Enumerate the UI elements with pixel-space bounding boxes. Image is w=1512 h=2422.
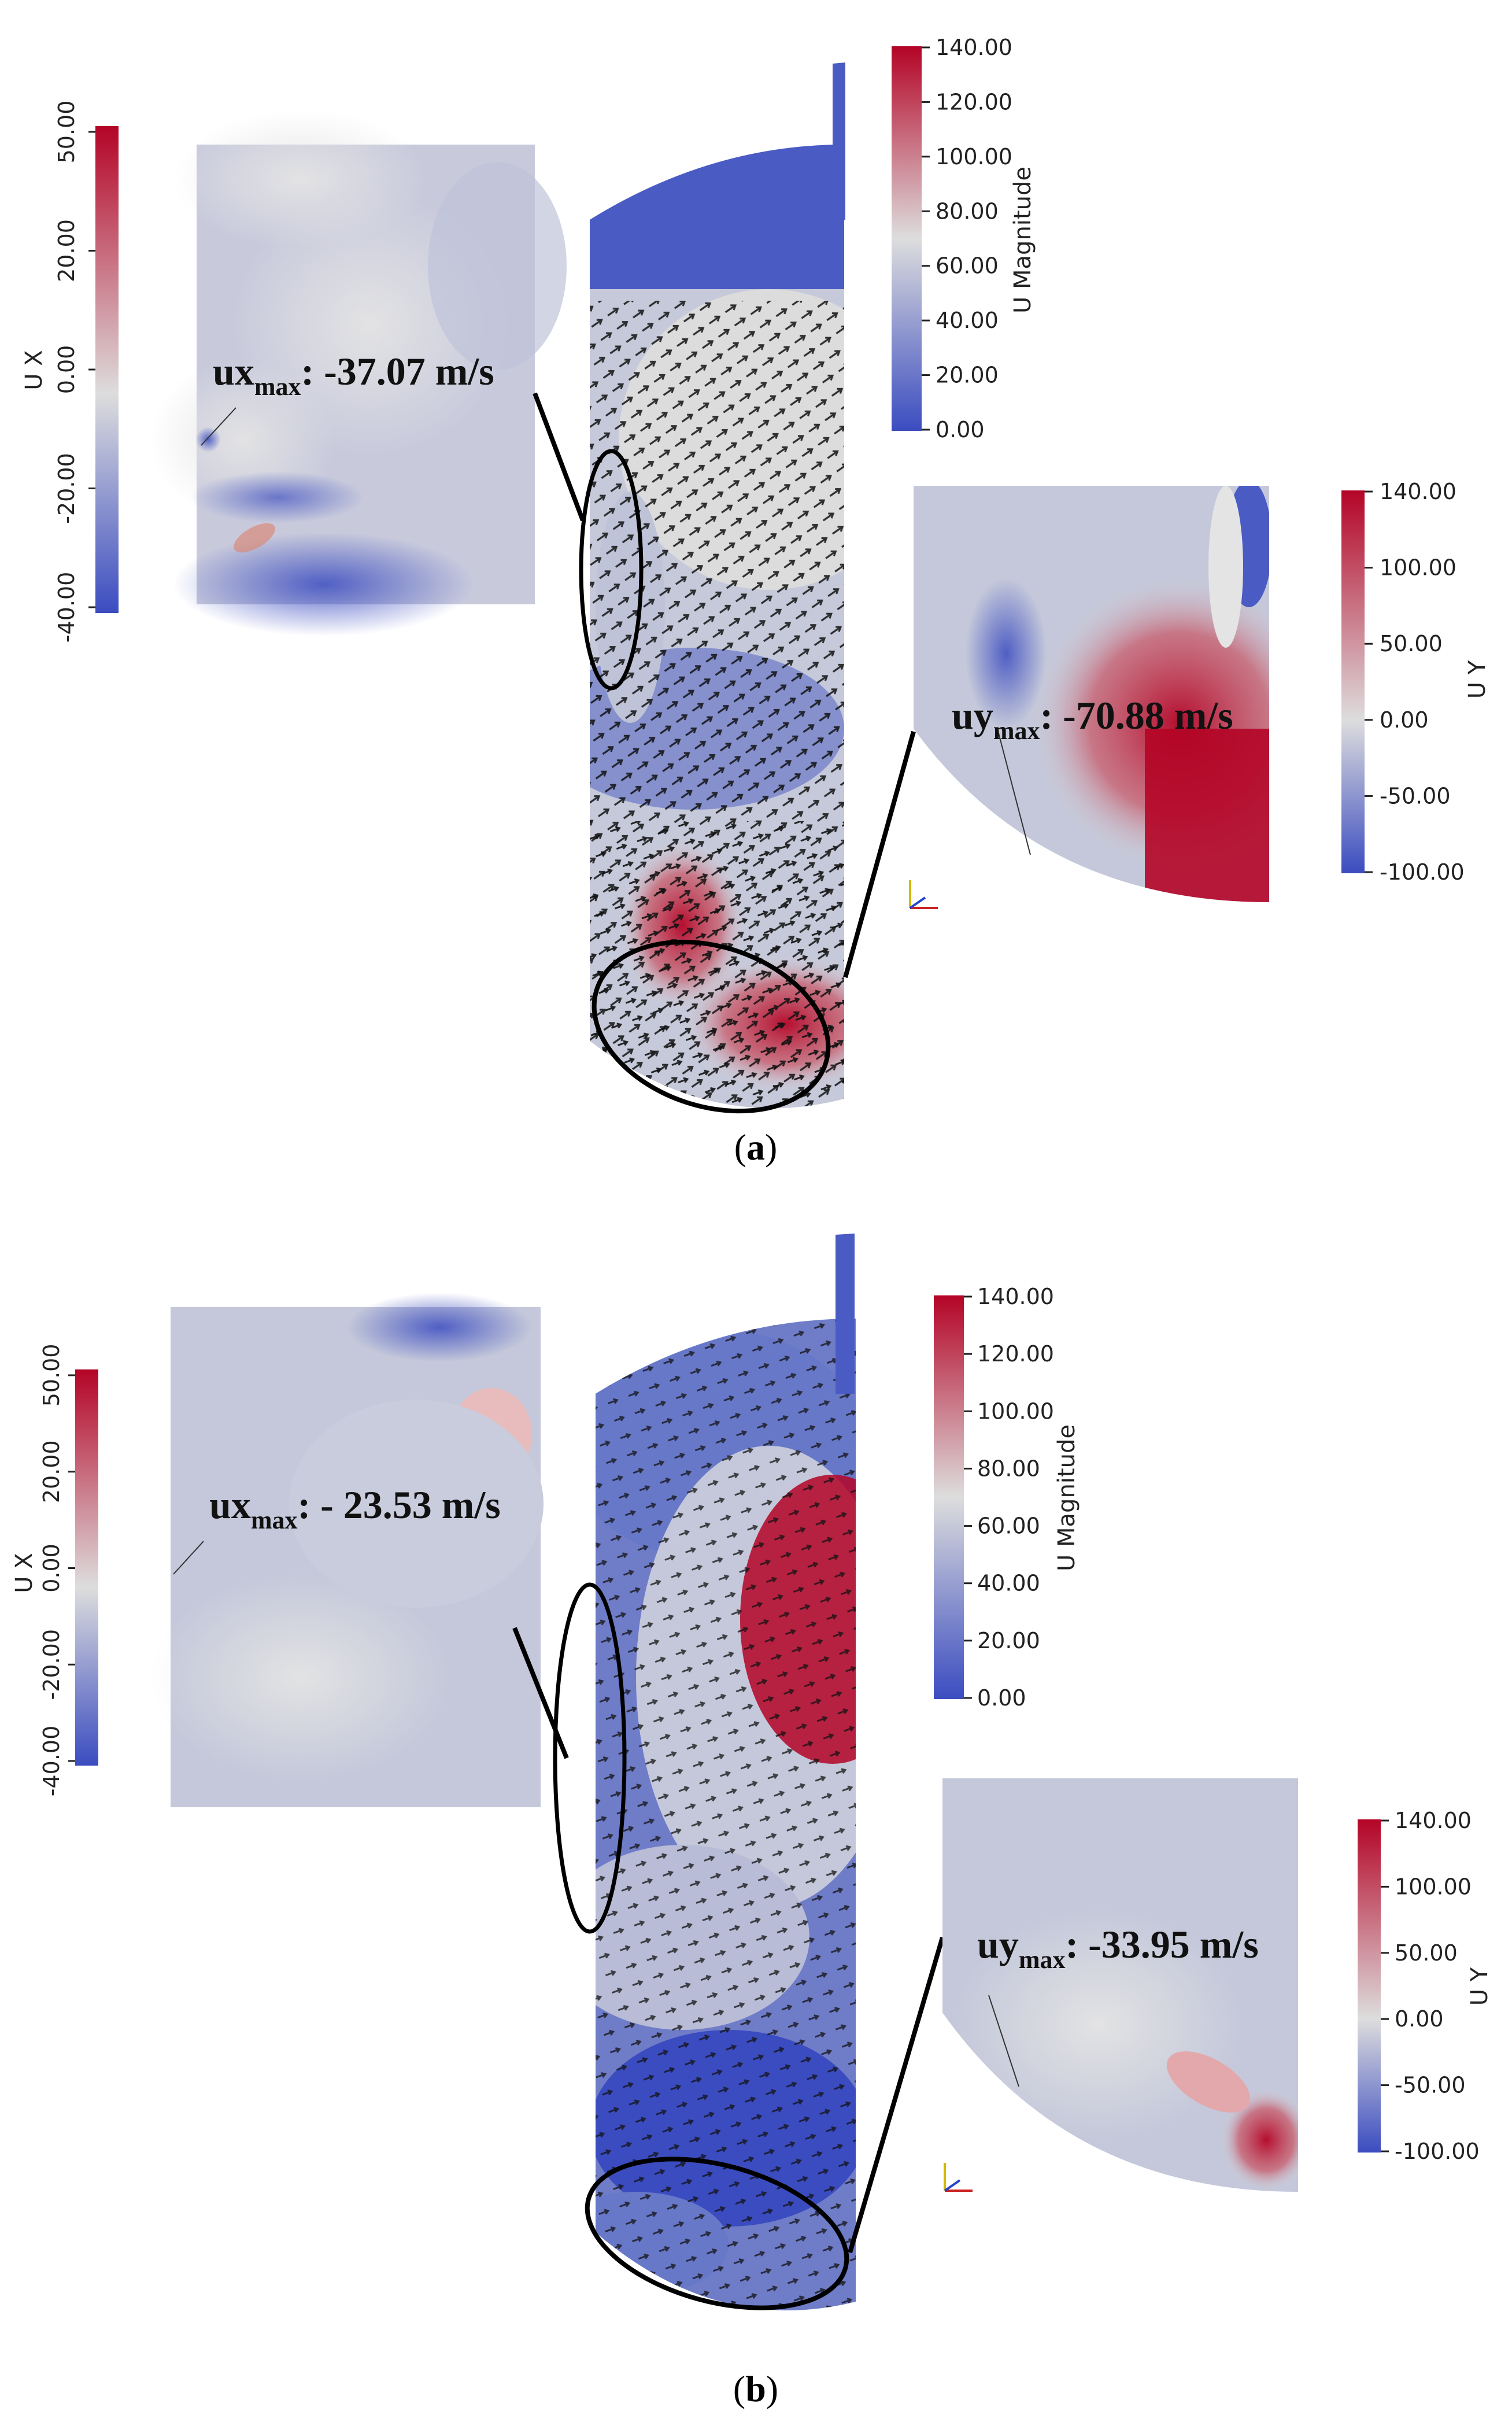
uy-colorbar-a-ticks: 140.00 100.00 50.00 0.00 -50.00 -100.00 (1365, 479, 1465, 885)
colorbar-tick-label: 0.00 (1395, 2006, 1444, 2032)
uy-annotation-b-value: : -33.95 m/s (1065, 1922, 1258, 1966)
uy-annotation-a-sub: max (993, 717, 1040, 745)
uy-colorbar-b-title: U Y (1466, 1967, 1493, 2006)
colorbar-tick-label: 50.00 (1380, 631, 1443, 656)
colorbar-tick-label: -100.00 (1380, 859, 1465, 885)
uy-colorbar-a-title: U Y (1464, 660, 1491, 699)
ux-colorbar-a-title: U X (21, 350, 47, 390)
colorbar-tick-label: -20.00 (54, 453, 79, 524)
ux-colorbar-a-gradient (95, 126, 119, 613)
umag-colorbar-a: 140.00 120.00 100.00 80.00 60.00 40.00 20.00 0.… (892, 35, 1036, 442)
colorbar-tick-label: 100.00 (1380, 555, 1456, 581)
colorbar-tick-label: 0.00 (54, 345, 79, 394)
uy-annotation-b-sub: max (1019, 1945, 1066, 1974)
colorbar-tick-label: 0.00 (39, 1544, 64, 1593)
umag-colorbar-a-ticks: 140.00 120.00 100.00 80.00 60.00 40.00 20.00 0.… (922, 35, 1012, 442)
connector-ux-a (533, 392, 585, 522)
colorbar-tick-label: 0.00 (936, 417, 985, 442)
velocity-field-cylinder-a (579, 62, 845, 1114)
umag-colorbar-a-title: U Magnitude (1010, 167, 1036, 313)
colorbar-tick-label: 40.00 (936, 308, 999, 333)
uy-annotation-a-value: : -70.88 m/s (1040, 693, 1233, 737)
umag-colorbar-a-gradient (892, 46, 922, 431)
ux-annotation-b-sub: max (251, 1506, 298, 1534)
uy-colorbar-a: 140.00 100.00 50.00 0.00 -50.00 -100.00 U Y (1341, 479, 1491, 885)
ux-annotation-b-main: ux (209, 1483, 251, 1527)
colorbar-tick-label: 40.00 (977, 1571, 1040, 1596)
uy-zoom-inset-b (942, 1778, 1298, 2192)
colorbar-tick-label: -50.00 (1395, 2073, 1466, 2098)
uy-colorbar-a-gradient (1341, 490, 1365, 873)
ux-colorbar-b-gradient (75, 1369, 98, 1766)
umag-colorbar-b: 140.00 120.00 100.00 80.00 60.00 40.00 20.00 0.… (934, 1284, 1080, 1711)
connector-uy-b (848, 1936, 945, 2254)
axes-triad-icon (944, 2163, 973, 2192)
caption-a: (a) (734, 1127, 778, 1168)
ux-annotation-b: uxmax: - 23.53 m/s (209, 1483, 501, 1534)
colorbar-tick-label: 80.00 (977, 1456, 1040, 1481)
velocity-field-cylinder-b (553, 1234, 856, 2310)
colorbar-tick-label: -40.00 (54, 572, 79, 643)
svg-text:uymax: -33.95 m/s: uymax: -33.95 m/s (977, 1922, 1259, 1974)
colorbar-tick-label: 100.00 (977, 1398, 1054, 1424)
colorbar-tick-label: 20.00 (977, 1628, 1040, 1653)
ux-annotation-a: uxmax: -37.07 m/s (213, 349, 494, 401)
colorbar-tick-label: 60.00 (977, 1513, 1040, 1539)
uy-annotation-b-main: uy (977, 1922, 1019, 1966)
colorbar-tick-label: -100.00 (1395, 2139, 1480, 2164)
colorbar-tick-label: 50.00 (1395, 1940, 1458, 1966)
ux-colorbar-a-ticks: 50.00 20.00 0.00 -20.00 -40.00 (54, 101, 95, 643)
colorbar-tick-label: 80.00 (936, 198, 999, 224)
colorbar-tick-label: 20.00 (936, 363, 999, 388)
ux-zoom-inset-b (150, 1293, 544, 1807)
connector-ux-b (512, 1627, 569, 1759)
ux-annotation-b-value: : - 23.53 m/s (297, 1483, 500, 1527)
svg-text:uymax: -70.88 m/s: uymax: -70.88 m/s (952, 693, 1233, 745)
svg-text:uxmax: -37.07 m/s: uxmax: -37.07 m/s (213, 349, 494, 401)
colorbar-tick-label: 120.00 (936, 89, 1012, 115)
colorbar-tick-label: 50.00 (54, 101, 79, 164)
svg-text:uxmax: - 23.53 m/s: uxmax: - 23.53 m/s (209, 1483, 501, 1534)
ux-colorbar-b-ticks: 50.00 20.00 0.00 -20.00 -40.00 (39, 1344, 75, 1797)
connector-uy-a (843, 730, 916, 979)
colorbar-tick-label: 20.00 (54, 219, 79, 282)
umag-colorbar-b-title: U Magnitude (1053, 1424, 1080, 1571)
colorbar-tick-label: 140.00 (1395, 1808, 1472, 1833)
uy-zoom-inset-a (914, 486, 1269, 902)
caption-b: (b) (733, 2368, 778, 2409)
ux-zoom-inset-a (150, 110, 567, 636)
uy-colorbar-b-gradient (1358, 1819, 1381, 2153)
ux-colorbar-b-title: U X (11, 1553, 38, 1593)
colorbar-tick-label: 0.00 (1380, 707, 1429, 733)
colorbar-tick-label: -40.00 (39, 1726, 64, 1797)
uy-colorbar-b: 140.00 100.00 50.00 0.00 -50.00 -100.00 U Y (1358, 1808, 1493, 2164)
uy-annotation-a-main: uy (952, 693, 993, 737)
colorbar-tick-label: 140.00 (936, 35, 1012, 60)
ux-colorbar-b: 50.00 20.00 0.00 -20.00 -40.00 U X (11, 1344, 98, 1797)
colorbar-tick-label: 100.00 (1395, 1874, 1472, 1899)
ux-colorbar-a: 50.00 20.00 0.00 -20.00 -40.00 U X (21, 101, 119, 643)
uy-colorbar-b-ticks: 140.00 100.00 50.00 0.00 -50.00 -100.00 (1381, 1808, 1480, 2164)
ux-annotation-a-sub: max (254, 372, 301, 401)
ux-annotation-a-main: ux (213, 349, 254, 393)
umag-colorbar-b-ticks: 140.00 120.00 100.00 80.00 60.00 40.00 20.00 0.… (964, 1284, 1054, 1711)
ux-annotation-a-value: : -37.07 m/s (301, 349, 494, 393)
colorbar-tick-label: -50.00 (1380, 783, 1451, 808)
colorbar-tick-label: 50.00 (39, 1344, 64, 1407)
colorbar-tick-label: 20.00 (39, 1440, 64, 1503)
umag-colorbar-b-gradient (934, 1295, 964, 1699)
uy-annotation-a: uymax: -70.88 m/s (952, 693, 1233, 745)
colorbar-tick-label: 140.00 (1380, 479, 1456, 504)
colorbar-tick-label: 60.00 (936, 253, 999, 279)
axes-triad-icon (909, 880, 938, 909)
colorbar-tick-label: 0.00 (977, 1685, 1026, 1711)
colorbar-tick-label: 120.00 (977, 1341, 1054, 1367)
uy-annotation-b: uymax: -33.95 m/s (977, 1922, 1259, 1974)
colorbar-tick-label: 140.00 (977, 1284, 1054, 1309)
colorbar-tick-label: -20.00 (39, 1629, 64, 1700)
colorbar-tick-label: 100.00 (936, 144, 1012, 169)
